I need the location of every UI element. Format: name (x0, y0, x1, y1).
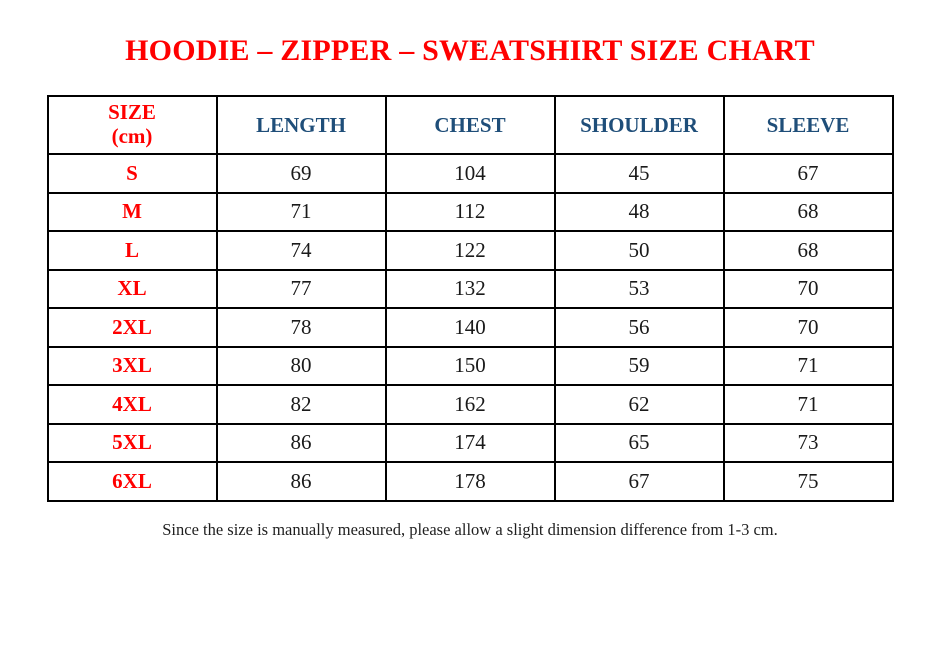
shoulder-value-cell: 45 (553, 153, 725, 194)
chest-value-cell: 112 (384, 191, 556, 232)
size-label-cell: 3XL (46, 345, 218, 386)
size-label-cell: 2XL (46, 307, 218, 348)
column-header-sleeve: SLEEVE (722, 95, 894, 155)
sleeve-value-cell: 75 (722, 461, 894, 502)
size-chart-table: SIZE (cm) LENGTH CHEST SHOULDER SLEEVE S… (46, 95, 894, 502)
size-label-cell: S (46, 153, 218, 194)
length-value-cell: 82 (215, 384, 387, 425)
column-header-shoulder: SHOULDER (553, 95, 725, 155)
chest-value-cell: 150 (384, 345, 556, 386)
chest-value-cell: 178 (384, 461, 556, 502)
size-table-body: S 69 104 45 67 M 71 112 48 68 L 74 122 5… (46, 153, 894, 502)
stray-dot: . (476, 32, 482, 50)
size-label-cell: XL (46, 268, 218, 309)
shoulder-value-cell: 48 (553, 191, 725, 232)
sleeve-value-cell: 71 (722, 345, 894, 386)
sleeve-value-cell: 70 (722, 268, 894, 309)
measurement-note: Since the size is manually measured, ple… (162, 519, 778, 539)
table-row: 6XL 86 178 67 75 (46, 461, 894, 502)
shoulder-value-cell: 65 (553, 422, 725, 463)
chest-value-cell: 104 (384, 153, 556, 194)
size-label-cell: L (46, 230, 218, 271)
chest-value-cell: 174 (384, 422, 556, 463)
size-header-line2: (cm) (111, 124, 153, 148)
table-row: XL 77 132 53 70 (46, 268, 894, 309)
chest-value-cell: 140 (384, 307, 556, 348)
page-title: HOODIE – ZIPPER – SWEATSHIRT SIZE CHART (125, 34, 815, 67)
size-chart-page: . HOODIE – ZIPPER – SWEATSHIRT SIZE CHAR… (0, 34, 940, 540)
length-value-cell: 74 (215, 230, 387, 271)
table-row: 2XL 78 140 56 70 (46, 307, 894, 348)
table-header: SIZE (cm) LENGTH CHEST SHOULDER SLEEVE (46, 95, 894, 155)
shoulder-value-cell: 50 (553, 230, 725, 271)
chest-value-cell: 122 (384, 230, 556, 271)
size-label-cell: 5XL (46, 422, 218, 463)
shoulder-value-cell: 53 (553, 268, 725, 309)
sleeve-value-cell: 71 (722, 384, 894, 425)
table-row: 5XL 86 174 65 73 (46, 422, 894, 463)
chest-value-cell: 162 (384, 384, 556, 425)
table-row: S 69 104 45 67 (46, 153, 894, 194)
size-label-cell: 4XL (46, 384, 218, 425)
length-value-cell: 78 (215, 307, 387, 348)
length-value-cell: 86 (215, 461, 387, 502)
sleeve-value-cell: 68 (722, 230, 894, 271)
sleeve-value-cell: 67 (722, 153, 894, 194)
sleeve-value-cell: 73 (722, 422, 894, 463)
sleeve-value-cell: 68 (722, 191, 894, 232)
length-value-cell: 80 (215, 345, 387, 386)
table-row: M 71 112 48 68 (46, 191, 894, 232)
shoulder-value-cell: 56 (553, 307, 725, 348)
length-value-cell: 77 (215, 268, 387, 309)
length-value-cell: 86 (215, 422, 387, 463)
header-row: SIZE (cm) LENGTH CHEST SHOULDER SLEEVE (46, 95, 894, 155)
table-row: 4XL 82 162 62 71 (46, 384, 894, 425)
shoulder-value-cell: 67 (553, 461, 725, 502)
table-row: L 74 122 50 68 (46, 230, 894, 271)
length-value-cell: 71 (215, 191, 387, 232)
length-value-cell: 69 (215, 153, 387, 194)
column-header-size-cm: SIZE (cm) (46, 95, 218, 155)
size-label-cell: M (46, 191, 218, 232)
shoulder-value-cell: 59 (553, 345, 725, 386)
size-label-cell: 6XL (46, 461, 218, 502)
table-row: 3XL 80 150 59 71 (46, 345, 894, 386)
column-header-chest: CHEST (384, 95, 556, 155)
column-header-length: LENGTH (215, 95, 387, 155)
chest-value-cell: 132 (384, 268, 556, 309)
sleeve-value-cell: 70 (722, 307, 894, 348)
size-header-line1: SIZE (108, 100, 156, 125)
shoulder-value-cell: 62 (553, 384, 725, 425)
